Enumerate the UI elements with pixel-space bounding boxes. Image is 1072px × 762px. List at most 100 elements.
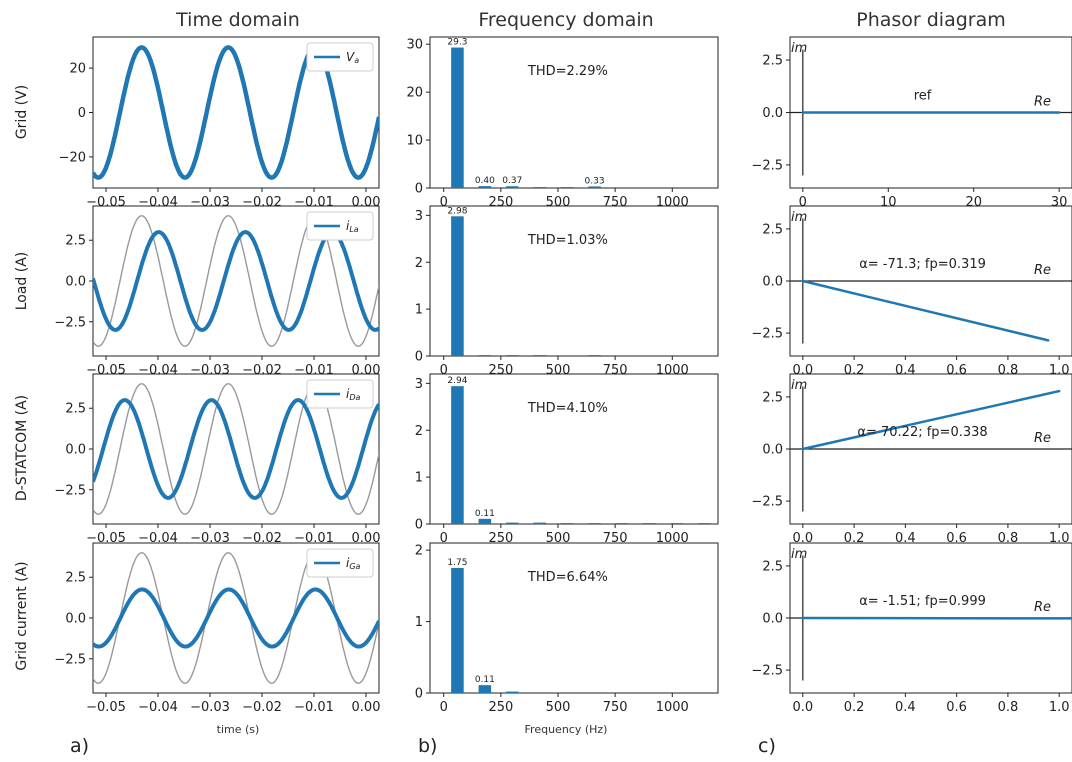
axes-frame [429,542,719,694]
bar [451,216,464,356]
bar-value-label: 1.75 [447,558,467,568]
y-tick-label: 2.5 [762,390,783,405]
series-line [93,398,379,500]
x-tick-label: 0.2 [844,531,865,546]
re-label: Re [1034,431,1051,446]
y-tick-label: 2 [415,256,423,271]
bar-value-label: 2.98 [447,206,467,216]
bar [615,523,629,524]
y-tick-label: −20 [59,150,86,165]
y-tick-label: 0 [415,182,423,197]
re-label: Re [1034,95,1051,110]
re-label: Re [1034,600,1051,615]
legend-subscript: a [354,56,359,65]
panel-letter-c: c) [758,735,776,757]
thd-label: THD=6.64% [527,570,608,585]
bar [670,523,684,524]
re-label: Re [1034,263,1051,278]
bar [643,523,656,524]
bar-value-label: 2.94 [447,376,467,386]
bar [451,568,464,693]
x-tick-label: 0.8 [998,531,1019,546]
series-group [93,383,379,515]
y-tick-label: 0 [415,350,423,365]
x-tick-label: −0.04 [138,700,178,715]
col-title-frequency: Frequency domain [478,9,653,31]
im-label: im [791,378,807,393]
bar [478,355,492,356]
im-label: im [791,547,807,562]
x-tick-label: 0.6 [946,700,967,715]
y-tick-label: 0.0 [65,275,86,290]
y-tick-label: 10 [406,134,423,149]
x-tick-label: 0 [440,700,448,715]
panel-freq-dstatcom: 0 1 2 3 0 250 500 750 1000 2.94 0.11 THD=4.10% [415,373,719,546]
y-tick-label: 20 [406,86,423,101]
phasor-annotation: α= -71.3; fp=0.319 [859,257,986,272]
bar-value-label: 0.37 [502,176,522,186]
y-tick-label: 2.5 [762,54,783,69]
im-label: im [791,41,807,56]
bar [533,187,546,188]
x-tick-label: 0 [799,195,807,210]
y-tick-label: −2.5 [54,483,86,498]
bar-value-label: 0.11 [475,509,495,519]
x-tick-label: 500 [546,700,571,715]
panel-phasor-gridcurrent: 2.5 0.0 −2.5 0.0 0.2 0.4 0.6 0.8 1.0 im Re α= -1.51… [751,542,1072,715]
x-tick-label: 0.00 [352,700,381,715]
y-tick-label: 0 [78,106,86,121]
thd-label: THD=4.10% [527,401,608,416]
x-tick-label: 250 [488,700,513,715]
panel-time-gridcurrent: 2.50.0−2.5−0.05 −0.04 −0.03 −0.02 −0.01 0.00i… [54,542,381,715]
bar-value-label: 0.11 [475,675,495,685]
series-group [93,45,379,180]
bar [560,523,574,524]
row-label-gridcurrent: Grid current (A) [14,561,30,670]
bar-value-label: 0.33 [585,176,605,186]
y-tick-label: 1 [415,471,423,486]
x-tick-label: 1.0 [1049,700,1070,715]
x-tick-label: 0.4 [895,700,916,715]
x-tick-label: 0.8 [998,700,1019,715]
x-tick-label: 0.0 [792,700,813,715]
bar [478,685,492,693]
series-line [93,383,379,515]
x-tick-label: 0 [440,531,448,546]
x-tick-label: 0.00 [352,531,381,546]
row-label-grid: Grid (V) [14,85,30,139]
x-tick-label: −0.04 [138,531,178,546]
axes-frame [429,205,719,357]
phasor-line [801,389,1061,451]
col-title-time: Time domain [175,9,300,31]
x-tick-label: 750 [603,700,628,715]
y-tick-label: −2.5 [751,664,783,679]
bar [588,186,601,188]
legend-subscript: Da [349,393,360,402]
y-tick-label: 2.5 [65,571,86,586]
bar-value-label: 0.40 [475,176,495,186]
y-tick-label: 0.0 [65,443,86,458]
x-tick-label: −0.01 [294,531,334,546]
x-tick-label: 0.0 [792,531,813,546]
axes-frame [429,373,719,525]
x-tick-label: 1000 [656,531,689,546]
x-tick-label: 1.0 [1049,531,1070,546]
y-tick-label: 2.5 [762,559,783,574]
bar [506,691,519,693]
bar [588,355,601,356]
y-tick-label: −2.5 [54,315,86,330]
thd-label: THD=1.03% [527,233,608,248]
y-tick-label: 0.0 [762,275,783,290]
x-tick-label: −0.02 [242,531,282,546]
phasor-annotation: ref [914,89,932,104]
freq-xlabel: Frequency (Hz) [525,723,608,736]
panel-time-dstatcom: 2.50.0−2.5−0.05 −0.04 −0.03 −0.02 −0.01 0.00i… [54,373,381,546]
legend-subscript: La [349,225,358,234]
bar [478,186,492,188]
x-tick-label: −0.02 [242,700,282,715]
legend-subscript: Ga [349,562,360,571]
